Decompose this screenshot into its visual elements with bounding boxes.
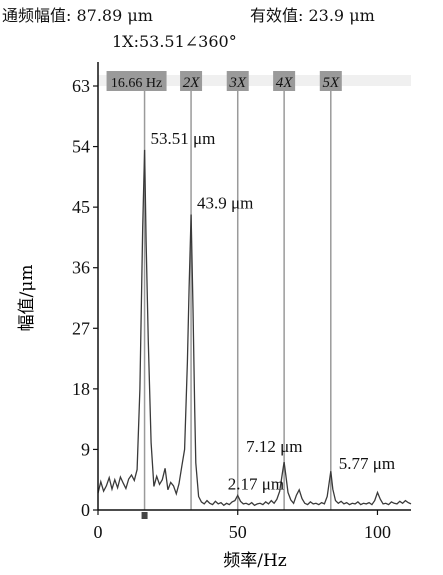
marker-label: 4X — [276, 75, 294, 91]
peak-annotation: 43.9 μm — [197, 194, 253, 213]
y-tick-label: 18 — [72, 379, 90, 399]
marker-label-box — [226, 71, 249, 91]
y-tick-label: 63 — [72, 76, 90, 96]
y-tick-label: 9 — [81, 439, 90, 459]
marker-label: 16.66 Hz — [111, 76, 162, 91]
harmonic-readout: 1X:53.51∠360° — [112, 32, 237, 51]
annotations: 53.51 μm 43.9 μm 2.17 μm 7.12 μm 5.77 μm — [151, 129, 396, 494]
marker-label-box — [106, 71, 167, 91]
spectrum-line — [97, 149, 412, 507]
peak-annotation: 2.17 μm — [228, 474, 284, 493]
y-tick-label: 0 — [81, 500, 90, 520]
x-tick-label: 0 — [94, 522, 103, 542]
y-axis-label: 幅值/μm — [17, 265, 37, 332]
header-effective: 有效值: 23.9 μm — [250, 6, 375, 25]
plot-area-top-band — [98, 75, 411, 86]
y-tick-label: 27 — [72, 318, 90, 338]
spectrum-series — [97, 149, 412, 507]
marker-label-box — [180, 71, 203, 91]
marker-label-box — [273, 71, 296, 91]
y-tick-label: 36 — [72, 258, 90, 278]
header-overall: 通频幅值: 87.89 μm — [2, 6, 153, 25]
x-tick-label: 50 — [229, 522, 247, 542]
peak-annotation: 5.77 μm — [339, 454, 395, 473]
y-tick-label: 54 — [72, 137, 90, 157]
fundamental-cursor — [141, 512, 148, 519]
marker-label: 2X — [183, 75, 201, 91]
peak-annotation: 53.51 μm — [151, 129, 216, 148]
x-tick-label: 100 — [364, 522, 391, 542]
axes: 0 9 18 27 36 45 54 63 0 50 100 — [72, 62, 411, 542]
marker-label-box — [319, 71, 342, 91]
x-axis-label: 频率/Hz — [223, 551, 287, 571]
marker-label: 3X — [228, 75, 247, 91]
y-tick-label: 45 — [72, 197, 90, 217]
marker-label: 5X — [322, 75, 340, 91]
peak-annotation: 7.12 μm — [246, 437, 302, 456]
